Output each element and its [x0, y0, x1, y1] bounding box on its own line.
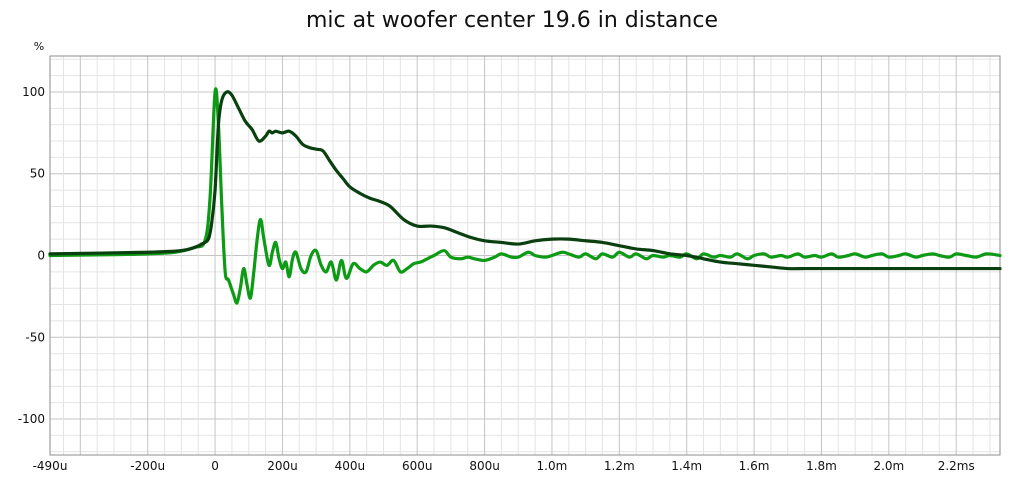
y-tick-label: -50: [25, 330, 45, 344]
x-tick-label: -200u: [130, 459, 165, 473]
x-tick-label: 1.4m: [671, 459, 702, 473]
x-tick-label: 1.0m: [537, 459, 568, 473]
x-tick-label: 1.6m: [739, 459, 770, 473]
y-tick-label: -100: [18, 412, 45, 426]
x-tick-label: 800u: [469, 459, 500, 473]
x-tick-label: 400u: [335, 459, 366, 473]
y-tick-label: 100: [22, 85, 45, 99]
series-line-2: [48, 90, 1002, 271]
x-axis-ticks: -490u -200u 0 200u 400u 600u 800u 1.0m 1.2m 1.4m 1…: [33, 459, 975, 473]
chart-title: mic at woofer center 19.6 in distance: [306, 8, 718, 33]
x-tick-label: 1.2m: [604, 459, 635, 473]
x-tick-label: 600u: [402, 459, 433, 473]
x-tick-label: 2.2ms: [938, 459, 975, 473]
x-tick-label: -490u: [33, 459, 68, 473]
x-tick-label: 2.0m: [873, 459, 904, 473]
y-axis-unit-label: %: [34, 40, 44, 53]
series-line-1: [48, 87, 1002, 305]
series-lines: [48, 87, 1002, 305]
x-tick-label: 1.8m: [806, 459, 837, 473]
x-tick-label: 0: [211, 459, 219, 473]
grid-lines: [50, 56, 1000, 455]
y-axis-ticks: 100 50 0 -50 -100: [18, 85, 45, 426]
y-tick-label: 0: [37, 249, 45, 263]
y-tick-label: 50: [30, 167, 45, 181]
x-tick-label: 200u: [267, 459, 298, 473]
